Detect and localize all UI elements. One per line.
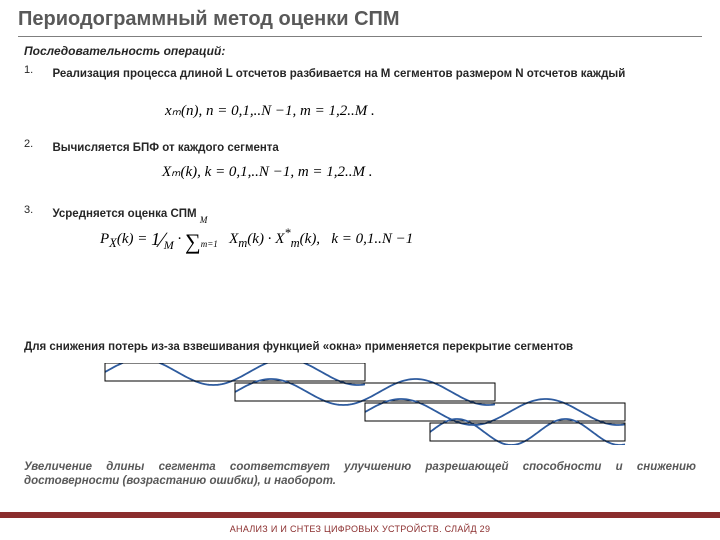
formula-2: Xₘ(k), k = 0,1,..N −1, m = 1,2..M . (162, 162, 373, 181)
list-item-3: 3. Усредняется оценка СПМ (24, 204, 696, 222)
list-item-1: 1. Реализация процесса длиной L отсчетов… (24, 64, 696, 82)
item-number: 3. (24, 204, 48, 216)
footer-bar (0, 512, 720, 518)
list-item-2: 2. Вычисляется БПФ от каждого сегмента (24, 138, 696, 156)
formula-3: PX(k) = 1∕M · ∑m=1M Xm(k) · X*m(k), k = … (100, 226, 413, 255)
slide-title: Периодограммный метод оценки СПМ (18, 8, 400, 31)
subtitle: Последовательность операций: (24, 44, 225, 58)
item-number: 1. (24, 64, 48, 76)
slide: Периодограммный метод оценки СПМ Последо… (0, 0, 720, 540)
footer-text: АНАЛИЗ И И СНТЕЗ ЦИФРОВЫХ УСТРОЙСТВ. СЛА… (0, 524, 720, 534)
footer-prefix: АНАЛИЗ И И СНТЕЗ ЦИФРОВЫХ УСТРОЙСТВ. СЛА… (230, 524, 480, 534)
slide-number: 29 (480, 524, 491, 534)
item-text: Реализация процесса длиной L отсчетов ра… (52, 67, 692, 81)
item-number: 2. (24, 138, 48, 150)
title-rule (18, 36, 702, 37)
conclusion: Увеличение длины сегмента соответствует … (24, 460, 696, 489)
overlap-note: Для снижения потерь из-за взвешивания фу… (24, 340, 696, 354)
overlap-diagram (75, 363, 645, 445)
item-text: Усредняется оценка СПМ (52, 207, 692, 221)
formula-1: xₘ(n), n = 0,1,..N −1, m = 1,2..M . (165, 101, 375, 120)
item-text: Вычисляется БПФ от каждого сегмента (52, 141, 692, 155)
